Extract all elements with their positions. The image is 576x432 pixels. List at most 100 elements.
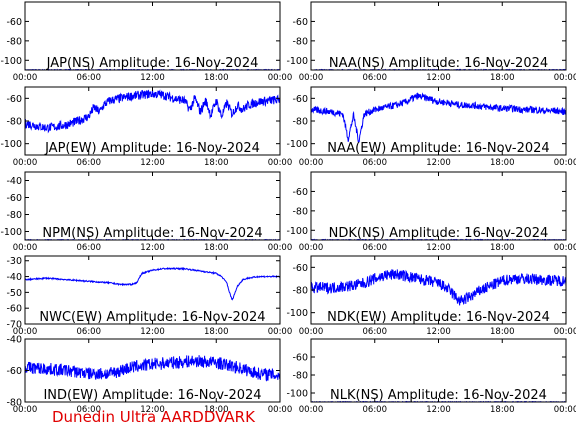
ytick-label: -100 [286,308,308,319]
ytick-label: -100 [0,139,22,150]
footer-label: Dunedin Ultra AARDDVARK [52,408,255,426]
ytick-label: -100 [0,227,22,238]
ytick-label: -60 [6,366,22,377]
xtick-label: 00:00 [554,158,576,168]
xtick-label: 06:00 [77,158,102,168]
ytick-label: -30 [6,256,22,267]
xtick-label: 00:00 [299,158,324,168]
xtick-label: 06:00 [363,405,388,415]
xtick-label: 18:00 [204,73,229,83]
xtick-label: 00:00 [13,327,38,337]
ytick-label: -70 [6,320,22,331]
xtick-label: 06:00 [77,73,102,83]
ytick-label: -80 [292,286,308,297]
ytick-label: -60 [292,263,308,274]
chart-title: NPM(NS) Amplitude: 16-Nov-2024 [42,226,262,241]
chart-panel: -40 -60 -80 -100 00:00 06:00 12:00 18:00 00:00 NP… [0,171,293,253]
xtick-label: 00:00 [13,243,38,253]
ytick-label: -100 [286,139,308,150]
ytick-label: -100 [286,56,308,67]
xtick-label: 06:00 [363,73,388,83]
ytick-label: -80 [292,117,308,128]
chart-title: NWC(EW) Amplitude: 16-Nov-2024 [39,310,265,325]
series-line [310,269,567,306]
xtick-label: 12:00 [426,243,451,253]
xtick-label: 00:00 [554,405,576,415]
chart-panel: -60 -80 -100 00:00 06:00 12:00 18:00 00:00 NAA(N… [286,1,576,83]
xtick-label: 12:00 [140,73,165,83]
ytick-label: -40 [6,176,22,187]
ytick-label: -60 [6,193,22,204]
xtick-label: 00:00 [268,327,293,337]
xtick-label: 12:00 [140,327,165,337]
chart-title: JAP(NS) Amplitude: 16-Nov-2024 [46,56,259,71]
xtick-label: 18:00 [490,73,515,83]
series-line [24,355,281,382]
xtick-label: 18:00 [490,327,515,337]
xtick-label: 18:00 [490,405,515,415]
chart-title: JAP(EW) Amplitude: 16-Nov-2024 [44,141,260,156]
ytick-label: -60 [292,353,308,364]
xtick-label: 00:00 [299,327,324,337]
xtick-label: 12:00 [426,405,451,415]
xtick-label: 06:00 [77,327,102,337]
ytick-label: -40 [6,335,22,346]
xtick-label: 00:00 [299,243,324,253]
xtick-label: 00:00 [554,73,576,83]
xtick-label: 06:00 [363,327,388,337]
xtick-label: 00:00 [13,73,38,83]
xtick-label: 18:00 [204,158,229,168]
xtick-label: 12:00 [140,405,165,415]
chart-title: NAA(NS) Amplitude: 16-Nov-2024 [329,56,548,71]
chart-title: NAA(EW) Amplitude: 16-Nov-2024 [327,141,549,156]
series-line [24,89,281,134]
xtick-label: 00:00 [13,158,38,168]
xtick-label: 06:00 [363,158,388,168]
series-line [310,92,567,143]
chart-title: NDK(NS) Amplitude: 16-Nov-2024 [329,226,549,241]
xtick-label: 00:00 [299,73,324,83]
ytick-label: -80 [6,36,22,47]
chart-panel: -60 -80 -100 00:00 06:00 12:00 18:00 00:00 JAP(N… [0,1,293,83]
chart-title: NLK(NS) Amplitude: 16-Nov-2024 [330,388,547,403]
ytick-label: -50 [6,288,22,299]
xtick-label: 18:00 [204,327,229,337]
xtick-label: 12:00 [140,158,165,168]
ytick-label: -60 [292,17,308,28]
chart-panel: -60 -80 -100 00:00 06:00 12:00 18:00 00:00 NLK(N… [286,338,576,415]
xtick-label: 18:00 [204,243,229,253]
ytick-label: -100 [286,226,308,237]
ytick-label: -80 [6,398,22,409]
ytick-label: -80 [292,206,308,217]
xtick-label: 06:00 [77,405,102,415]
ytick-label: -100 [0,56,22,67]
xtick-label: 12:00 [426,327,451,337]
xtick-label: 12:00 [140,243,165,253]
xtick-label: 12:00 [426,73,451,83]
ytick-label: -80 [292,36,308,47]
ytick-label: -80 [292,371,308,382]
ytick-label: -40 [6,272,22,283]
xtick-label: 00:00 [554,327,576,337]
xtick-label: 18:00 [204,405,229,415]
xtick-label: 00:00 [554,243,576,253]
xtick-label: 18:00 [490,243,515,253]
chart-panel: -60 -80 -100 00:00 06:00 12:00 18:00 00:00 JAP(E… [0,86,293,168]
xtick-label: 00:00 [299,405,324,415]
xtick-label: 18:00 [490,158,515,168]
chart-title: NDK(EW) Amplitude: 16-Nov-2024 [327,310,550,325]
ytick-label: -60 [6,304,22,315]
xtick-label: 06:00 [363,243,388,253]
xtick-label: 00:00 [268,73,293,83]
xtick-label: 00:00 [268,158,293,168]
xtick-label: 12:00 [426,158,451,168]
ytick-label: -60 [292,94,308,105]
xtick-label: 00:00 [268,243,293,253]
series-line [24,266,281,301]
chart-title: IND(EW) Amplitude: 16-Nov-2024 [43,388,261,403]
ytick-label: -60 [6,17,22,28]
